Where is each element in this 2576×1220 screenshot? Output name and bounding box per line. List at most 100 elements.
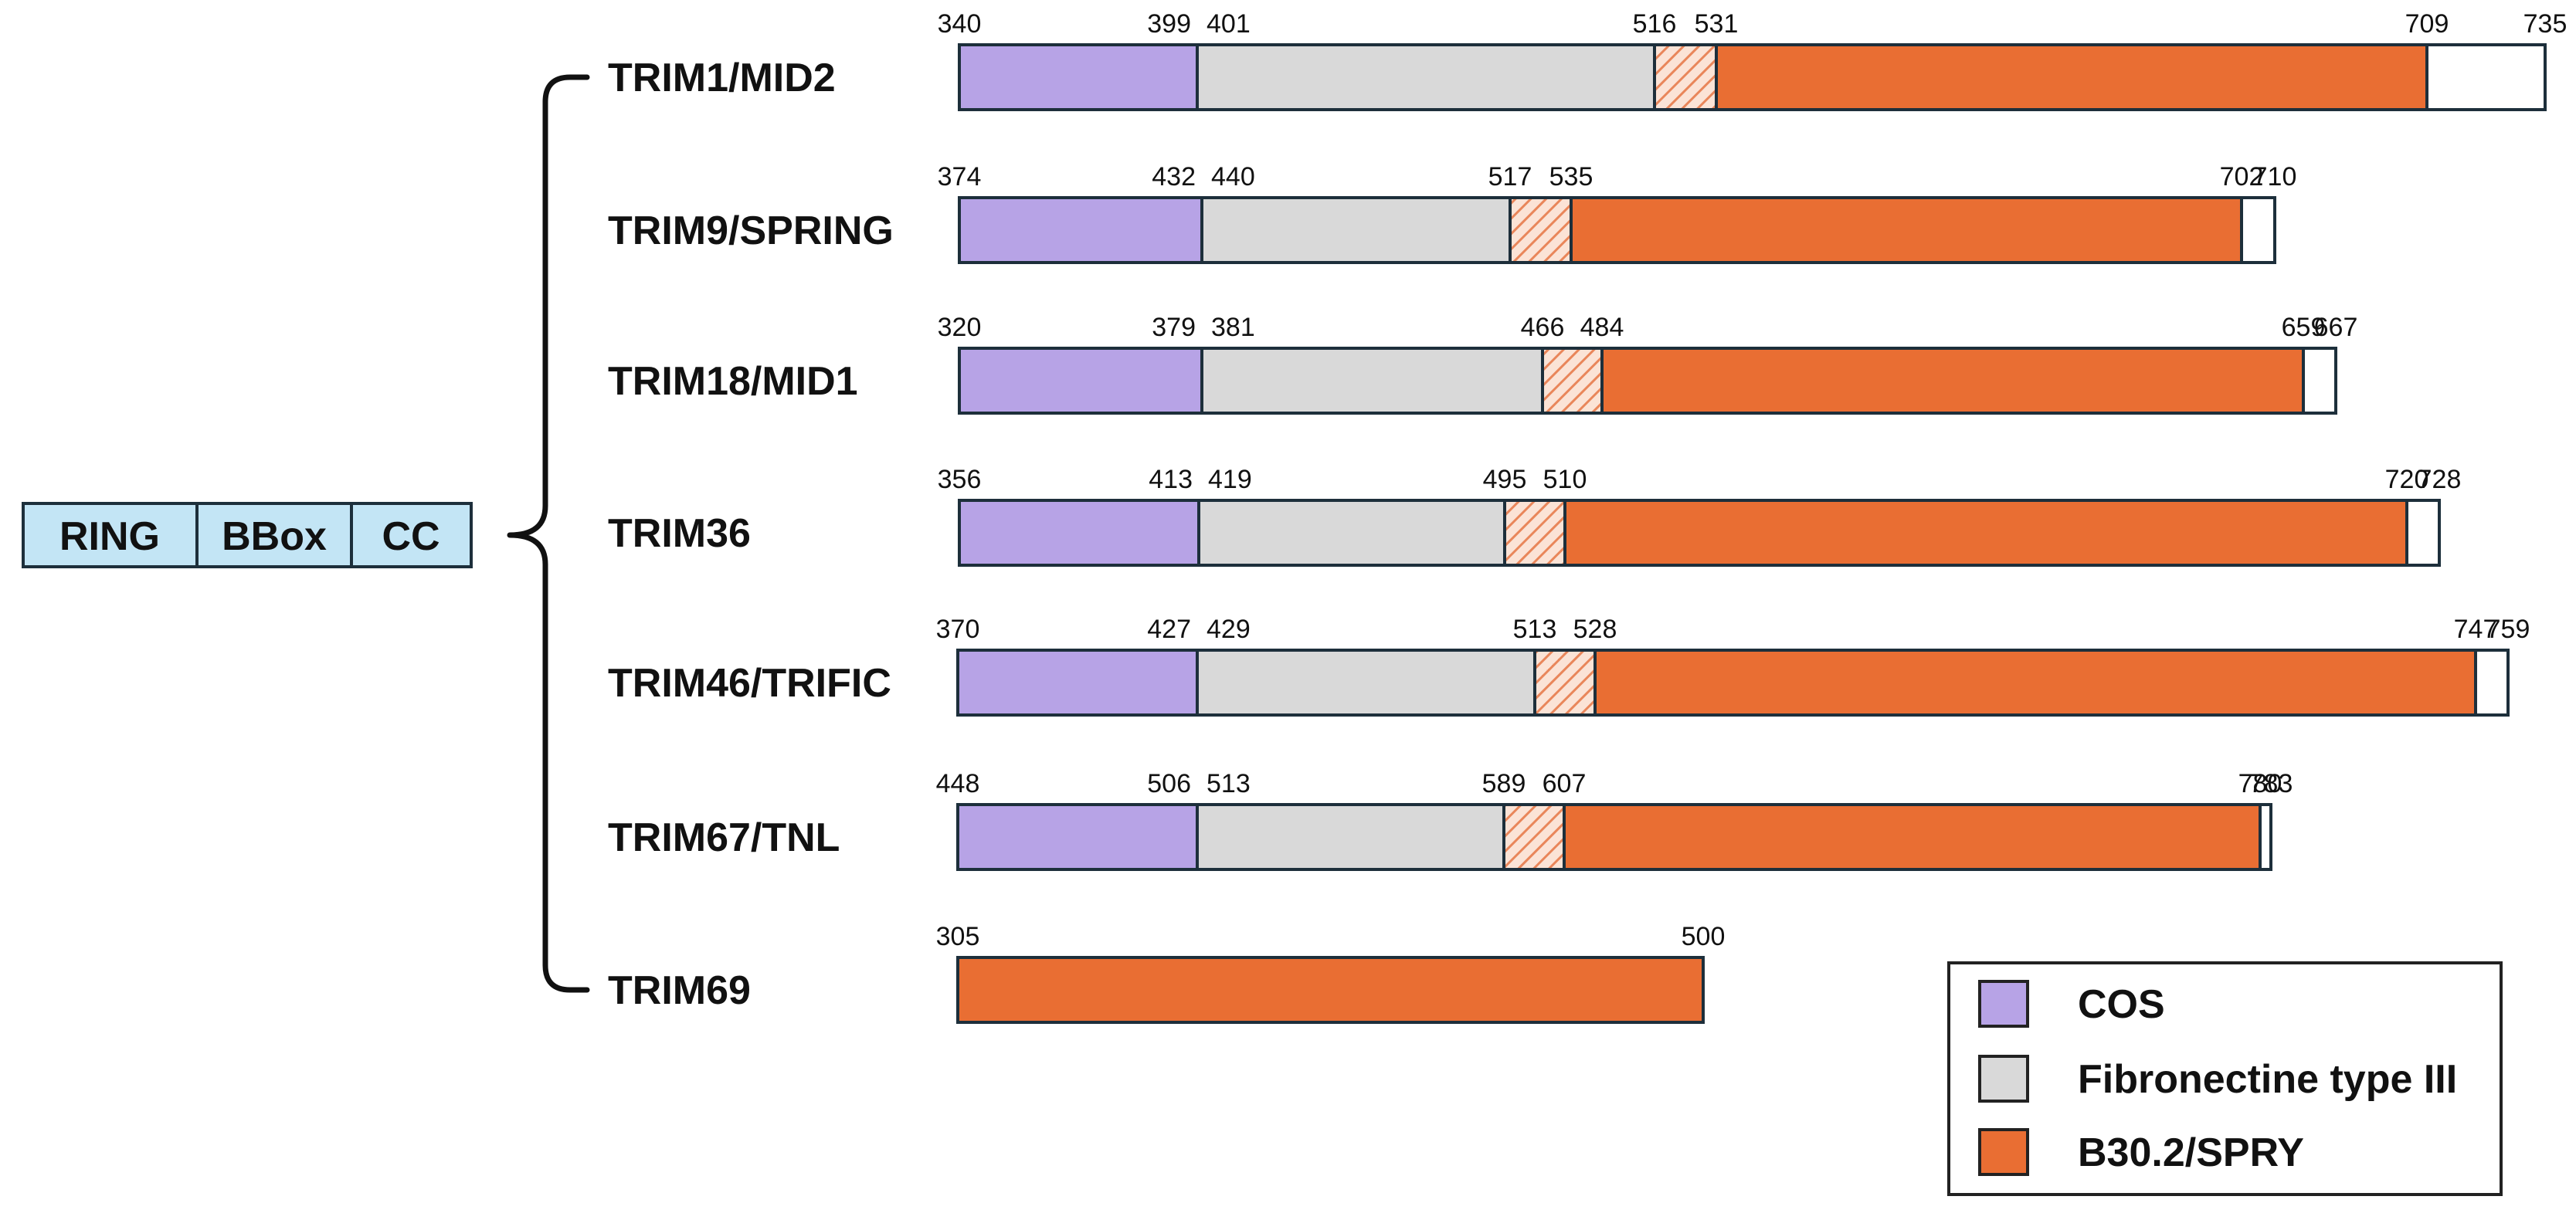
bbox-label: BBox: [222, 514, 327, 559]
segment-hatch: [1502, 803, 1566, 871]
segment-hatch: [1533, 649, 1597, 717]
position-label: 495: [1483, 465, 1527, 494]
position-label: 381: [1211, 313, 1255, 342]
segment-fn3: [1197, 499, 1506, 567]
position-label: 659: [2282, 313, 2326, 342]
segment-hatch: [1509, 196, 1573, 264]
position-label: 709: [2405, 9, 2449, 39]
position-label: 399: [1147, 9, 1191, 39]
position-label: 720: [2385, 465, 2429, 494]
segment-fn3: [1200, 347, 1544, 415]
position-label: 735: [2523, 9, 2568, 39]
position-label: 607: [1543, 769, 1587, 798]
position-label: 427: [1147, 615, 1191, 644]
position-label: 448: [936, 769, 980, 798]
segment-cos: [958, 499, 1200, 567]
position-label: 305: [936, 922, 980, 951]
protein-name-trim69: TRIM69: [608, 968, 751, 1013]
protein-name-trim36: TRIM36: [608, 511, 751, 556]
position-label: 747: [2454, 615, 2498, 644]
position-label: 429: [1207, 615, 1251, 644]
segment-empty: [2259, 803, 2272, 871]
segment-cos: [958, 43, 1199, 111]
position-label: 531: [1695, 9, 1739, 39]
position-label: 432: [1152, 162, 1196, 191]
position-label: 728: [2418, 465, 2462, 494]
legend-swatch-cos: [1978, 980, 2029, 1028]
segment-spry: [1600, 347, 2305, 415]
ring-label: RING: [59, 514, 160, 559]
position-label: 780: [2238, 769, 2282, 798]
protein-name-trim18-mid1: TRIM18/MID1: [608, 359, 858, 404]
protein-row-trim69: TRIM69 305 500: [608, 922, 1726, 1024]
segment-hatch: [1503, 499, 1566, 567]
position-label: 500: [1682, 922, 1726, 951]
segment-fn3: [1196, 649, 1536, 717]
position-label: 516: [1633, 9, 1677, 39]
position-label: 667: [2314, 313, 2358, 342]
segment-empty: [2240, 196, 2276, 264]
position-label: 379: [1152, 313, 1196, 342]
core-domains-box: RING BBox CC: [22, 502, 473, 568]
ring-segment: [22, 502, 199, 568]
segment-spry: [1563, 499, 2408, 567]
position-label: 340: [938, 9, 982, 39]
segment-spry: [956, 956, 1705, 1024]
segment-empty: [2405, 499, 2441, 567]
position-label: 517: [1488, 162, 1532, 191]
segment-cos: [956, 649, 1199, 717]
protein-name-trim1-mid2: TRIM1/MID2: [608, 56, 836, 100]
segment-empty: [2425, 43, 2547, 111]
segment-spry: [1570, 196, 2243, 264]
legend-swatch-fn3: [1978, 1055, 2029, 1103]
segment-empty: [2474, 649, 2510, 717]
position-label: 370: [936, 615, 980, 644]
legend: COS Fibronectine type III B30.2/SPRY: [1947, 961, 2503, 1196]
position-label: 513: [1207, 769, 1251, 798]
position-label: 484: [1580, 313, 1624, 342]
position-label: 702: [2220, 162, 2264, 191]
segment-spry: [1715, 43, 2428, 111]
cc-segment: [350, 502, 473, 568]
segment-hatch: [1653, 43, 1718, 111]
segment-fn3: [1196, 43, 1656, 111]
legend-label-cos: COS: [2078, 982, 2165, 1027]
position-label: 466: [1521, 313, 1565, 342]
position-label: 783: [2249, 769, 2293, 798]
segment-spry: [1593, 649, 2477, 717]
segment-cos: [958, 196, 1203, 264]
protein-name-trim67-tnl: TRIM67/TNL: [608, 815, 840, 860]
cc-label: CC: [382, 514, 440, 559]
position-label: 513: [1513, 615, 1557, 644]
segment-cos: [956, 803, 1199, 871]
position-label: 710: [2253, 162, 2297, 191]
legend-swatch-spry: [1978, 1128, 2029, 1176]
legend-frame: [1947, 961, 2503, 1196]
position-label: 401: [1207, 9, 1251, 39]
protein-name-trim46-trific: TRIM46/TRIFIC: [608, 661, 891, 706]
segment-cos: [958, 347, 1203, 415]
position-label: 374: [938, 162, 982, 191]
protein-name-trim9-spring: TRIM9/SPRING: [608, 208, 894, 253]
curly-brace: [507, 74, 590, 993]
position-label: 413: [1149, 465, 1193, 494]
position-label: 528: [1573, 615, 1617, 644]
protein-row-trim1-mid2: TRIM1/MID2 340 399 401 516 531 709 735: [608, 9, 2568, 111]
legend-label-fn3: Fibronectine type III: [2078, 1057, 2457, 1102]
bbox-segment: [195, 502, 353, 568]
position-label: 535: [1549, 162, 1593, 191]
segment-fn3: [1200, 196, 1512, 264]
segment-hatch: [1541, 347, 1604, 415]
segment-spry: [1563, 803, 2262, 871]
legend-label-spry: B30.2/SPRY: [2078, 1130, 2304, 1175]
protein-rows: TRIM1/MID2 340 399 401 516 531 709 735 TRIM9/SPR…: [608, 9, 2568, 1024]
position-label: 440: [1211, 162, 1255, 191]
position-label: 759: [2486, 615, 2530, 644]
position-label: 506: [1147, 769, 1191, 798]
